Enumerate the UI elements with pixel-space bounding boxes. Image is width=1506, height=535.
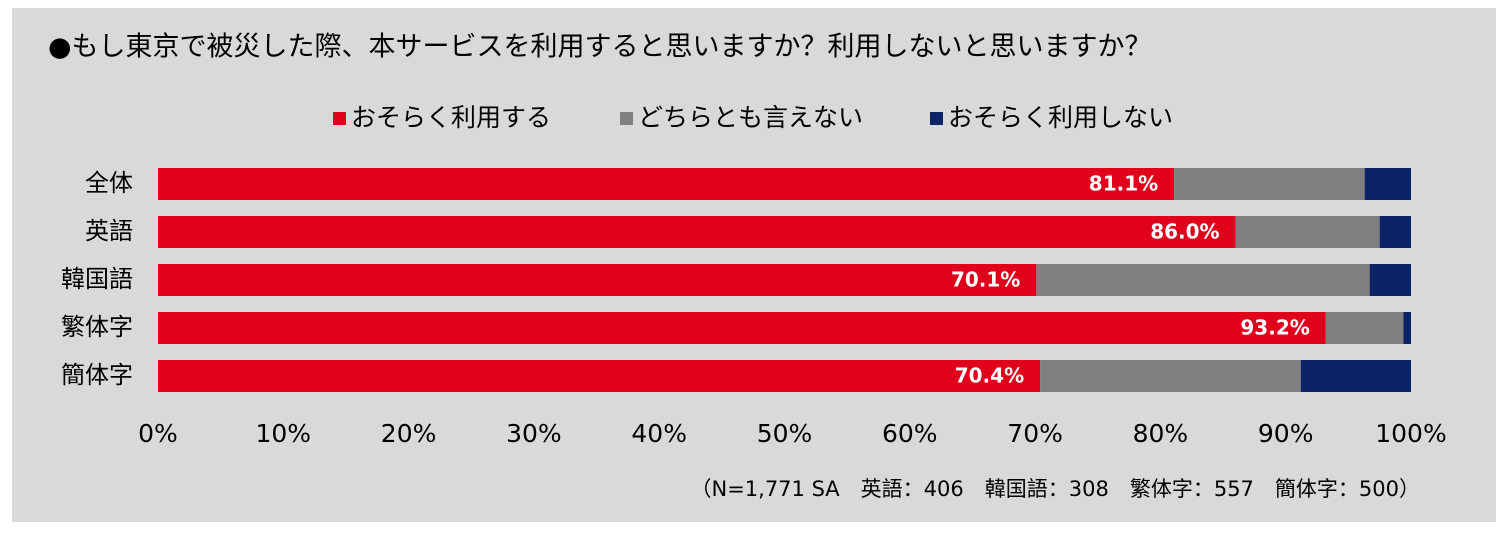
y-tick-label: 韓国語 bbox=[61, 265, 133, 293]
bar-segment bbox=[1379, 216, 1411, 248]
x-tick-label: 70% bbox=[1007, 419, 1063, 448]
bar-segment bbox=[1040, 360, 1301, 392]
x-tick-label: 60% bbox=[882, 419, 938, 448]
x-tick-label: 0% bbox=[138, 419, 178, 448]
y-tick-label: 簡体字 bbox=[61, 361, 133, 389]
legend-swatch bbox=[620, 112, 633, 125]
y-tick-label: 全体 bbox=[85, 169, 133, 197]
data-label: 86.0% bbox=[1150, 220, 1219, 244]
bar-segment bbox=[1174, 168, 1365, 200]
bar-segment bbox=[1369, 264, 1411, 296]
bar-segment bbox=[1364, 168, 1411, 200]
data-label: 70.4% bbox=[955, 364, 1024, 388]
x-tick-label: 100% bbox=[1375, 419, 1446, 448]
x-tick-label: 30% bbox=[506, 419, 562, 448]
x-tick-label: 10% bbox=[256, 419, 312, 448]
chart-title: ●もし東京で被災した際、本サービスを利用すると思いますか？利用しないと思いますか… bbox=[48, 32, 1152, 63]
bar-segment bbox=[158, 312, 1326, 344]
x-tick-label: 80% bbox=[1133, 419, 1189, 448]
x-tick-label: 90% bbox=[1258, 419, 1314, 448]
bar-segment bbox=[158, 216, 1236, 248]
x-tick-label: 50% bbox=[757, 419, 813, 448]
bar-segment bbox=[1235, 216, 1380, 248]
bar-segment bbox=[1300, 360, 1411, 392]
legend-label: どちらとも言えない bbox=[638, 103, 863, 132]
bar-segment bbox=[158, 168, 1175, 200]
bar-segment bbox=[1036, 264, 1370, 296]
data-label: 93.2% bbox=[1240, 316, 1309, 340]
footnote: （N=1,771 SA 英語：406 韓国語：308 繁体字：557 簡体字：5… bbox=[690, 477, 1420, 501]
bar-segment bbox=[1403, 312, 1411, 344]
x-tick-label: 40% bbox=[631, 419, 687, 448]
legend-swatch bbox=[930, 112, 943, 125]
bar-segment bbox=[158, 264, 1037, 296]
data-label: 81.1% bbox=[1089, 172, 1158, 196]
legend-label: おそらく利用する bbox=[351, 103, 551, 132]
data-label: 70.1% bbox=[951, 268, 1020, 292]
bar-segment bbox=[158, 360, 1041, 392]
x-tick-label: 20% bbox=[381, 419, 437, 448]
bar-segment bbox=[1325, 312, 1404, 344]
y-tick-label: 繁体字 bbox=[61, 313, 133, 341]
legend-label: おそらく利用しない bbox=[948, 103, 1173, 132]
legend-swatch bbox=[333, 112, 346, 125]
y-tick-label: 英語 bbox=[85, 217, 133, 245]
